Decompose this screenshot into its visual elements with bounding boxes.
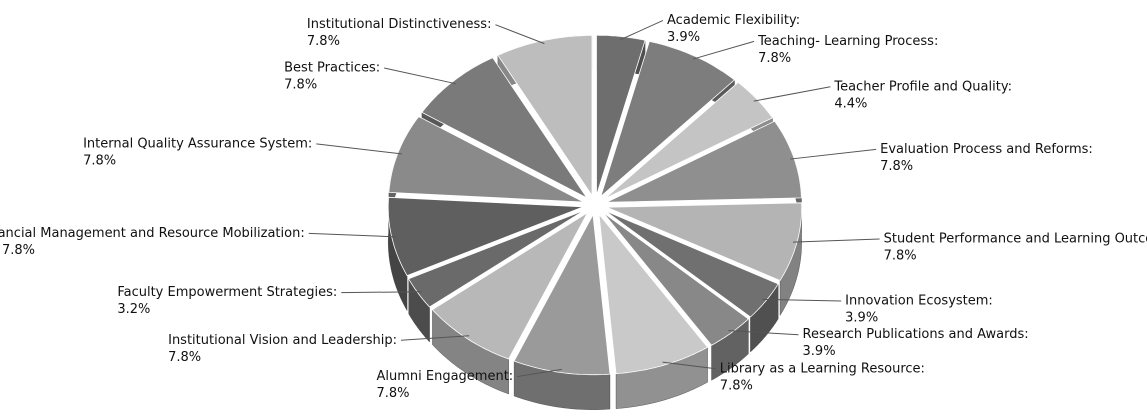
slice-label: Teaching- Learning Process: bbox=[757, 34, 938, 49]
slice bbox=[408, 209, 586, 308]
leader-line bbox=[400, 335, 470, 341]
slice-wall-shade bbox=[616, 347, 708, 409]
slice-label: Innovation Ecosystem: bbox=[845, 293, 993, 308]
slice-label: Alumni Engagement: bbox=[376, 369, 513, 384]
value-label: 7.8% bbox=[758, 51, 791, 66]
leader-line bbox=[495, 24, 545, 45]
slice-wall-shade bbox=[388, 197, 408, 311]
slice bbox=[388, 115, 584, 203]
value-label: 7.8% bbox=[83, 153, 116, 168]
slice bbox=[604, 210, 779, 318]
leader-line bbox=[662, 361, 716, 370]
slice-label: Student Performance and Learning Outcome… bbox=[884, 232, 1147, 247]
slice bbox=[497, 35, 593, 197]
leader-line bbox=[753, 86, 831, 102]
leader-line bbox=[308, 232, 396, 238]
slice-label: Teacher Profile and Quality: bbox=[833, 79, 1012, 94]
value-label: 7.8% bbox=[884, 249, 917, 264]
slice-label: Institutional Vision and Leadership: bbox=[168, 333, 397, 348]
value-label: 3.9% bbox=[803, 344, 836, 359]
slice bbox=[606, 202, 803, 282]
slice-label: Financial Management and Resource Mobili… bbox=[0, 226, 305, 241]
slice bbox=[602, 212, 750, 346]
slice bbox=[599, 40, 736, 198]
value-label: 7.8% bbox=[307, 34, 340, 49]
value-label: 4.4% bbox=[834, 96, 867, 111]
slice bbox=[387, 196, 584, 277]
leader-line bbox=[620, 19, 664, 41]
value-label: 7.8% bbox=[880, 159, 913, 174]
slice-wall-shade bbox=[432, 309, 509, 394]
value-label: 7.8% bbox=[720, 378, 753, 393]
slice-wall-shade bbox=[711, 318, 749, 381]
slice-label: Best Practices: bbox=[284, 60, 380, 75]
value-label: 7.8% bbox=[2, 243, 35, 258]
slice bbox=[604, 81, 774, 200]
slice bbox=[431, 211, 589, 360]
leader-line bbox=[517, 368, 562, 378]
tops bbox=[387, 34, 803, 376]
leader-line bbox=[790, 148, 877, 160]
slice-label: Institutional Distinctiveness: bbox=[307, 17, 492, 32]
slice-label: Internal Quality Assurance System: bbox=[83, 136, 312, 151]
value-label: 3.2% bbox=[117, 302, 150, 317]
slice-wall-shade bbox=[750, 283, 779, 352]
labels: Academic Flexibility: 3.9% Teaching- Learn… bbox=[0, 13, 1147, 401]
slice bbox=[596, 34, 646, 196]
slice bbox=[598, 213, 709, 375]
value-label: 7.8% bbox=[168, 350, 201, 365]
slice-wall-shade bbox=[780, 202, 802, 316]
slice-label: Evaluation Process and Reforms: bbox=[880, 142, 1093, 157]
slice-label: Research Publications and Awards: bbox=[803, 327, 1029, 342]
leader-line bbox=[692, 40, 755, 60]
slice-label: Faculty Empowerment Strategies: bbox=[117, 285, 337, 300]
leader-line bbox=[316, 143, 402, 155]
slice-label: Library as a Learning Resource: bbox=[720, 361, 925, 376]
slice bbox=[421, 57, 588, 199]
slice-wall-shade bbox=[408, 278, 430, 342]
value-label: 7.8% bbox=[284, 77, 317, 92]
leader-line bbox=[341, 291, 422, 294]
leader-line bbox=[384, 67, 456, 85]
leader-line bbox=[762, 298, 842, 302]
leader-line bbox=[728, 330, 799, 336]
slice bbox=[513, 213, 611, 376]
leader-line bbox=[792, 238, 880, 243]
value-label: 7.8% bbox=[376, 386, 409, 401]
slice-label: Academic Flexibility: bbox=[667, 13, 800, 28]
value-label: 3.9% bbox=[845, 310, 878, 325]
value-label: 3.9% bbox=[667, 30, 700, 45]
